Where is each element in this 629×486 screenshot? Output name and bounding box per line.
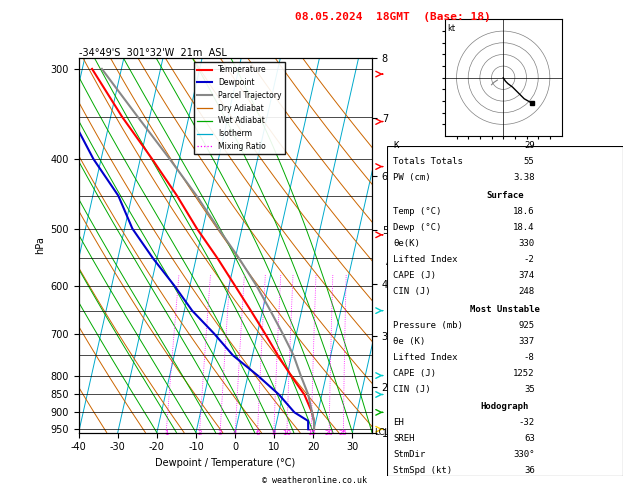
FancyBboxPatch shape xyxy=(387,146,623,476)
Text: Temp (°C): Temp (°C) xyxy=(393,207,442,216)
Text: 248: 248 xyxy=(518,287,535,296)
Text: LCL: LCL xyxy=(374,428,389,437)
Text: 08.05.2024  18GMT  (Base: 18): 08.05.2024 18GMT (Base: 18) xyxy=(295,12,491,22)
Y-axis label: hPa: hPa xyxy=(35,237,45,254)
Text: Dewp (°C): Dewp (°C) xyxy=(393,223,442,232)
Text: 35: 35 xyxy=(524,385,535,394)
Text: Hodograph: Hodograph xyxy=(481,402,529,411)
Text: 36: 36 xyxy=(524,467,535,475)
Y-axis label: km
ASL: km ASL xyxy=(386,245,404,267)
Text: SREH: SREH xyxy=(393,434,415,443)
Text: 8: 8 xyxy=(272,430,276,435)
Text: 15: 15 xyxy=(307,430,316,435)
Text: 18.4: 18.4 xyxy=(513,223,535,232)
Text: K: K xyxy=(393,141,399,150)
Text: Pressure (mb): Pressure (mb) xyxy=(393,321,463,330)
Text: Lifted Index: Lifted Index xyxy=(393,255,458,264)
Legend: Temperature, Dewpoint, Parcel Trajectory, Dry Adiabat, Wet Adiabat, Isotherm, Mi: Temperature, Dewpoint, Parcel Trajectory… xyxy=(194,62,285,154)
Text: -8: -8 xyxy=(524,353,535,362)
Text: 18.6: 18.6 xyxy=(513,207,535,216)
Text: 925: 925 xyxy=(518,321,535,330)
Text: 374: 374 xyxy=(518,271,535,280)
Text: θe(K): θe(K) xyxy=(393,239,420,248)
Text: θe (K): θe (K) xyxy=(393,337,425,346)
Text: 330°: 330° xyxy=(513,451,535,459)
Text: © weatheronline.co.uk: © weatheronline.co.uk xyxy=(262,476,367,485)
Text: PW (cm): PW (cm) xyxy=(393,174,431,182)
Text: kt: kt xyxy=(447,24,455,33)
Text: Most Unstable: Most Unstable xyxy=(470,305,540,313)
Text: CIN (J): CIN (J) xyxy=(393,287,431,296)
Text: 6: 6 xyxy=(255,430,260,435)
X-axis label: Dewpoint / Temperature (°C): Dewpoint / Temperature (°C) xyxy=(155,458,296,468)
Text: 4: 4 xyxy=(233,430,238,435)
Text: CAPE (J): CAPE (J) xyxy=(393,271,436,280)
Text: -34°49'S  301°32'W  21m  ASL: -34°49'S 301°32'W 21m ASL xyxy=(79,48,226,57)
Text: CAPE (J): CAPE (J) xyxy=(393,369,436,378)
Text: 3: 3 xyxy=(218,430,223,435)
Text: EH: EH xyxy=(393,418,404,427)
Text: Lifted Index: Lifted Index xyxy=(393,353,458,362)
Text: 20: 20 xyxy=(325,430,333,435)
Text: 1252: 1252 xyxy=(513,369,535,378)
Text: Totals Totals: Totals Totals xyxy=(393,157,463,166)
Text: CIN (J): CIN (J) xyxy=(393,385,431,394)
Text: StmSpd (kt): StmSpd (kt) xyxy=(393,467,452,475)
Text: 337: 337 xyxy=(518,337,535,346)
Text: 63: 63 xyxy=(524,434,535,443)
Text: Surface: Surface xyxy=(486,191,523,200)
Text: 25: 25 xyxy=(339,430,348,435)
Text: -32: -32 xyxy=(518,418,535,427)
Text: 2: 2 xyxy=(198,430,202,435)
Text: 29: 29 xyxy=(524,141,535,150)
Text: 1: 1 xyxy=(164,430,169,435)
Text: 3.38: 3.38 xyxy=(513,174,535,182)
Text: 55: 55 xyxy=(524,157,535,166)
Text: StmDir: StmDir xyxy=(393,451,425,459)
Text: 330: 330 xyxy=(518,239,535,248)
Text: 10: 10 xyxy=(282,430,291,435)
Text: -2: -2 xyxy=(524,255,535,264)
